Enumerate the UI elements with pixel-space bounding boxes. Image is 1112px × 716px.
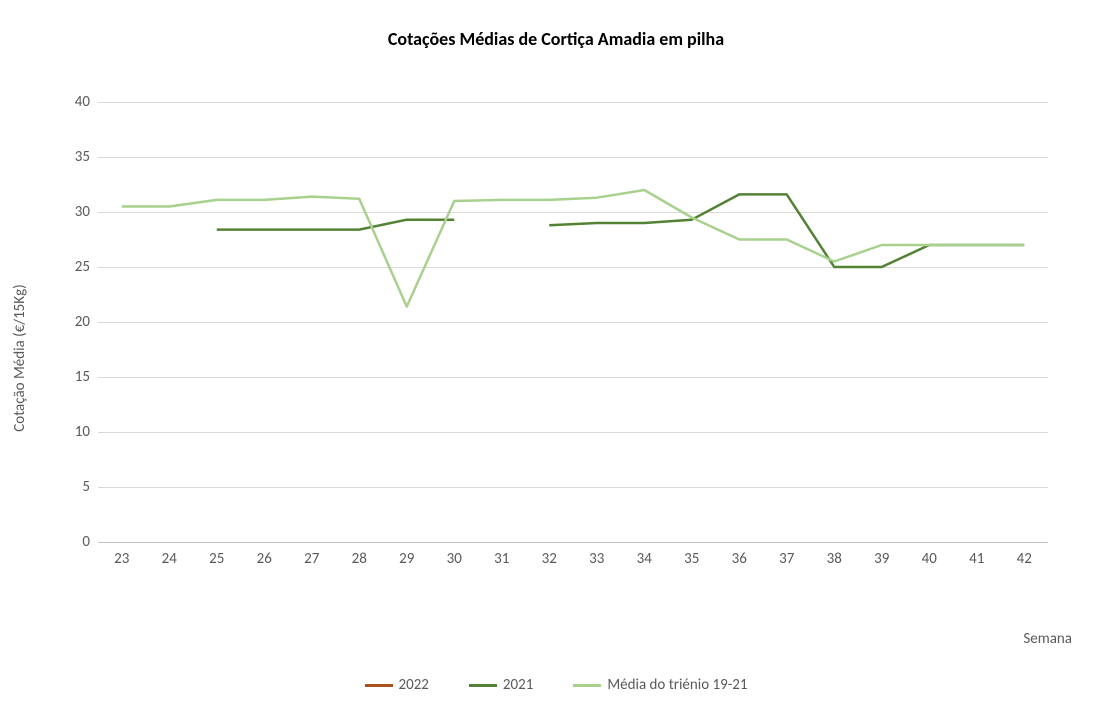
chart-title: Cotações Médias de Cortiça Amadia em pil… <box>0 28 1112 50</box>
legend-swatch <box>573 684 601 687</box>
x-tick-label: 31 <box>494 542 509 568</box>
legend-label: 2021 <box>503 676 533 694</box>
x-tick-label: 38 <box>827 542 842 568</box>
y-tick-label: 20 <box>75 313 98 331</box>
y-tick-label: 25 <box>75 258 98 276</box>
x-tick-label: 27 <box>304 542 319 568</box>
x-tick-label: 23 <box>114 542 129 568</box>
gridline <box>98 542 1048 543</box>
series-lines <box>98 102 1048 542</box>
y-tick-label: 5 <box>82 478 98 496</box>
y-tick-label: 0 <box>82 533 98 551</box>
y-tick-label: 10 <box>75 423 98 441</box>
x-tick-label: 25 <box>209 542 224 568</box>
legend-item-2022: 2022 <box>365 676 429 694</box>
legend-swatch <box>365 684 393 687</box>
x-tick-label: 29 <box>399 542 414 568</box>
x-tick-label: 37 <box>779 542 794 568</box>
x-tick-label: 26 <box>257 542 272 568</box>
x-tick-label: 28 <box>352 542 367 568</box>
x-tick-label: 36 <box>732 542 747 568</box>
x-tick-label: 35 <box>684 542 699 568</box>
y-tick-label: 35 <box>75 148 98 166</box>
x-tick-label: 24 <box>162 542 177 568</box>
legend: 2022 2021 Média do triénio 19-21 <box>0 676 1112 694</box>
x-tick-label: 42 <box>1017 542 1032 568</box>
legend-label: Média do triénio 19-21 <box>607 676 747 694</box>
x-tick-label: 41 <box>969 542 984 568</box>
x-tick-label: 39 <box>874 542 889 568</box>
x-tick-label: 40 <box>922 542 937 568</box>
x-tick-label: 30 <box>447 542 462 568</box>
legend-label: 2022 <box>399 676 429 694</box>
series-line-2021 <box>549 194 1024 267</box>
series-line-2021 <box>217 220 455 230</box>
y-tick-label: 30 <box>75 203 98 221</box>
legend-swatch <box>469 684 497 687</box>
x-axis-title: Semana <box>1023 630 1072 648</box>
x-tick-label: 33 <box>589 542 604 568</box>
series-line-Média do triénio 19-21 <box>122 190 1025 307</box>
chart-container: Cotações Médias de Cortiça Amadia em pil… <box>0 0 1112 716</box>
y-tick-label: 15 <box>75 368 98 386</box>
x-tick-label: 34 <box>637 542 652 568</box>
x-tick-label: 32 <box>542 542 557 568</box>
plot-area: 0510152025303540232425262728293031323334… <box>98 102 1048 542</box>
legend-item-2021: 2021 <box>469 676 533 694</box>
y-axis-title: Cotação Média (€/15Kg) <box>11 284 29 431</box>
legend-item-Média do triénio 19-21: Média do triénio 19-21 <box>573 676 747 694</box>
y-tick-label: 40 <box>75 93 98 111</box>
